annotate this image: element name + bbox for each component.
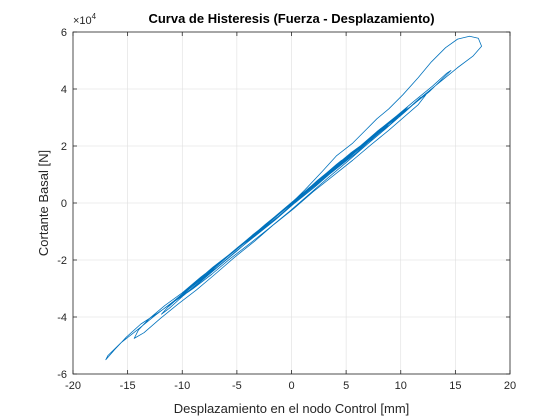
y-tick-label: 2 xyxy=(61,141,67,153)
x-tick-label: 10 xyxy=(395,380,407,392)
x-tick-label: 0 xyxy=(288,380,294,392)
y-tick-label: -4 xyxy=(57,312,67,324)
x-axis-label: Desplazamiento en el nodo Control [mm] xyxy=(174,401,410,416)
chart-title: Curva de Histeresis (Fuerza - Desplazami… xyxy=(148,11,434,26)
x-tick-label: 5 xyxy=(343,380,349,392)
y-tick-label: 4 xyxy=(61,84,67,96)
x-tick-label: 15 xyxy=(449,380,461,392)
x-tick-label: -10 xyxy=(174,380,190,392)
x-tick-label: 20 xyxy=(504,380,516,392)
y-tick-label: 6 xyxy=(61,27,67,39)
x-tick-label: -20 xyxy=(65,380,81,392)
x-tick-label: -5 xyxy=(232,380,242,392)
x-tick-label: -15 xyxy=(120,380,136,392)
y-tick-label: -6 xyxy=(57,369,67,381)
y-axis-label: Cortante Basal [N] xyxy=(36,150,51,256)
y-tick-label: 0 xyxy=(61,198,67,210)
y-tick-label: -2 xyxy=(57,255,67,267)
